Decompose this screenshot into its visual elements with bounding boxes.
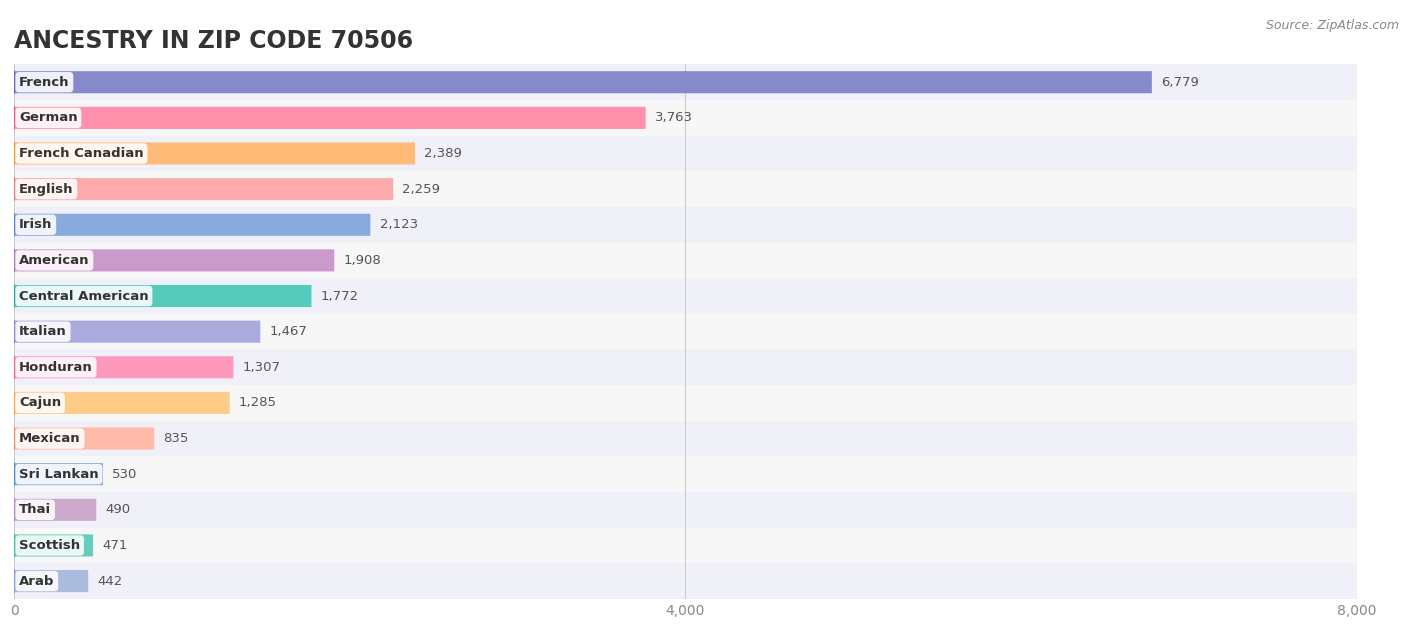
Text: Source: ZipAtlas.com: Source: ZipAtlas.com [1265, 19, 1399, 32]
FancyBboxPatch shape [14, 570, 89, 592]
FancyBboxPatch shape [14, 356, 233, 378]
FancyBboxPatch shape [14, 142, 415, 164]
Text: 1,908: 1,908 [343, 254, 381, 267]
Text: Cajun: Cajun [20, 397, 62, 410]
FancyBboxPatch shape [14, 249, 335, 271]
FancyBboxPatch shape [14, 392, 229, 414]
Bar [14, 421, 1357, 457]
Bar [14, 385, 1357, 421]
FancyBboxPatch shape [14, 107, 645, 129]
Text: German: German [20, 111, 77, 124]
Text: 1,772: 1,772 [321, 290, 359, 303]
Bar [14, 457, 1357, 492]
Text: 471: 471 [103, 539, 128, 552]
Text: Irish: Irish [20, 218, 52, 231]
FancyBboxPatch shape [14, 285, 312, 307]
Text: Arab: Arab [20, 574, 55, 587]
FancyBboxPatch shape [14, 214, 370, 236]
FancyBboxPatch shape [14, 535, 93, 556]
Text: 442: 442 [97, 574, 122, 587]
Bar [14, 564, 1357, 599]
Text: 2,123: 2,123 [380, 218, 418, 231]
Text: American: American [20, 254, 90, 267]
FancyBboxPatch shape [14, 71, 1152, 93]
Bar [14, 243, 1357, 278]
Text: ANCESTRY IN ZIP CODE 70506: ANCESTRY IN ZIP CODE 70506 [14, 29, 413, 53]
Text: 835: 835 [163, 432, 188, 445]
Text: Italian: Italian [20, 325, 67, 338]
FancyBboxPatch shape [14, 321, 260, 343]
Text: 530: 530 [112, 468, 138, 480]
Text: Sri Lankan: Sri Lankan [20, 468, 98, 480]
Text: French Canadian: French Canadian [20, 147, 143, 160]
Text: Honduran: Honduran [20, 361, 93, 374]
Bar [14, 64, 1357, 100]
FancyBboxPatch shape [14, 428, 155, 450]
Text: 2,259: 2,259 [402, 183, 440, 196]
Bar [14, 136, 1357, 171]
Text: 1,307: 1,307 [243, 361, 281, 374]
Text: English: English [20, 183, 73, 196]
Bar [14, 171, 1357, 207]
Bar [14, 527, 1357, 564]
Text: Central American: Central American [20, 290, 149, 303]
Bar [14, 100, 1357, 136]
Text: 1,285: 1,285 [239, 397, 277, 410]
Text: 3,763: 3,763 [655, 111, 693, 124]
Text: Thai: Thai [20, 504, 51, 516]
Text: 6,779: 6,779 [1161, 76, 1199, 89]
Bar [14, 350, 1357, 385]
Text: 2,389: 2,389 [425, 147, 463, 160]
FancyBboxPatch shape [14, 178, 394, 200]
Bar [14, 314, 1357, 350]
Bar [14, 492, 1357, 527]
FancyBboxPatch shape [14, 463, 103, 485]
Bar [14, 278, 1357, 314]
Text: French: French [20, 76, 69, 89]
Bar [14, 207, 1357, 243]
Text: 1,467: 1,467 [270, 325, 308, 338]
Text: 490: 490 [105, 504, 131, 516]
FancyBboxPatch shape [14, 499, 96, 521]
Text: Scottish: Scottish [20, 539, 80, 552]
Text: Mexican: Mexican [20, 432, 80, 445]
